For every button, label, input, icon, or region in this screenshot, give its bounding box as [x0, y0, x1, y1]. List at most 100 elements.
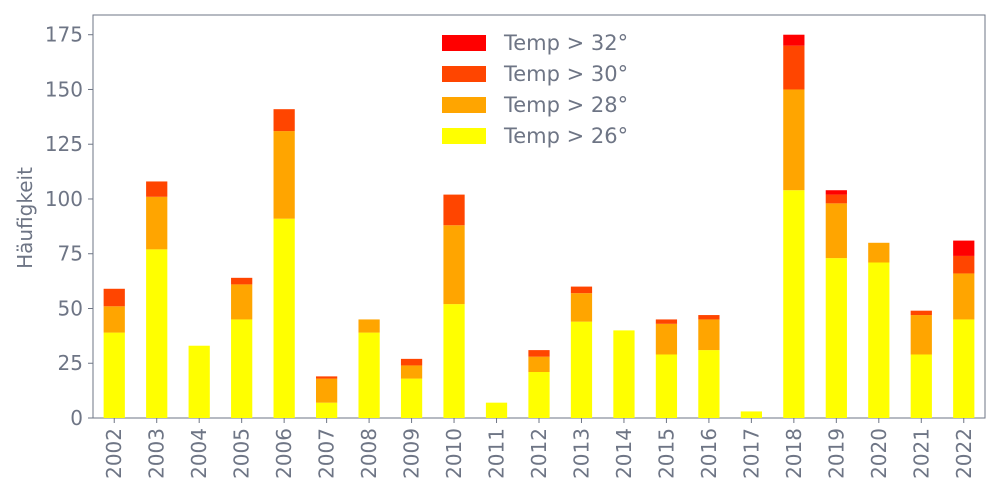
bar-2010-series-1	[443, 225, 465, 305]
bar-2022-series-1	[953, 273, 975, 320]
bar-2007-series-1	[316, 378, 338, 403]
bar-2021-series-2	[910, 310, 932, 316]
bar-2006-series-2	[273, 109, 295, 132]
legend-swatch	[442, 128, 486, 144]
bar-2002-series-1	[103, 306, 125, 333]
bar-2010-series-0	[443, 304, 465, 418]
bar-2003-series-2	[146, 181, 168, 197]
x-tick-label: 2006	[272, 428, 296, 479]
bar-2004-series-0	[188, 345, 210, 418]
bar-2003-series-1	[146, 196, 168, 250]
x-tick-label: 2012	[527, 428, 551, 479]
x-tick-label: 2019	[824, 428, 848, 479]
bar-2014-series-0	[613, 330, 635, 418]
x-tick-label: 2021	[909, 428, 933, 479]
x-tick-label: 2013	[569, 428, 593, 479]
legend-label: Temp > 30°	[503, 62, 628, 86]
legend: Temp > 32° Temp > 30° Temp > 28° Temp > 26°	[442, 31, 628, 148]
bar-2007-series-2	[316, 376, 338, 379]
x-tick-label: 2002	[102, 428, 126, 479]
bars-group	[103, 34, 975, 418]
y-tick-label: 100	[45, 187, 83, 211]
x-tick-label: 2010	[442, 428, 466, 479]
bar-2002-series-0	[103, 332, 125, 418]
bar-2018-series-2	[783, 45, 805, 90]
bar-2021-series-1	[910, 315, 932, 355]
x-tick-label: 2003	[145, 428, 169, 479]
bar-2011-series-0	[485, 402, 508, 418]
y-tick-label: 125	[45, 132, 83, 156]
y-tick-label: 150	[45, 77, 83, 101]
x-tick-label: 2005	[230, 428, 254, 479]
bar-2019-series-1	[825, 203, 847, 259]
bar-2022-series-0	[953, 319, 975, 418]
bar-2017-series-0	[740, 411, 762, 418]
bar-2012-series-1	[528, 356, 550, 373]
bar-2019-series-2	[825, 194, 847, 204]
bar-2015-series-1	[655, 323, 678, 355]
bar-2007-series-0	[316, 402, 338, 418]
bar-2018-series-0	[783, 190, 805, 418]
bar-2008-series-0	[358, 332, 380, 418]
x-tick-label: 2015	[654, 428, 678, 479]
bar-2012-series-2	[528, 350, 550, 357]
bar-2008-series-1	[358, 319, 380, 333]
bar-2022-series-2	[953, 255, 975, 274]
bar-2016-series-1	[698, 319, 720, 351]
x-tick-label: 2004	[187, 428, 211, 479]
legend-swatch	[442, 66, 486, 82]
legend-swatch	[442, 35, 486, 51]
bar-2005-series-0	[231, 319, 253, 418]
bar-2005-series-1	[231, 284, 253, 320]
bar-2019-series-0	[825, 258, 847, 418]
bar-2022-series-3	[953, 240, 975, 256]
y-tick-label: 0	[70, 406, 83, 430]
bar-2009-series-0	[400, 378, 423, 418]
x-tick-label: 2017	[739, 428, 763, 479]
x-tick-label: 2011	[485, 428, 509, 479]
x-axis: 2002 2003 2004 2005 2006 2007 2008 2009 2010 2011…	[102, 418, 976, 479]
bar-2010-series-2	[443, 194, 465, 226]
bar-2016-series-0	[698, 350, 720, 418]
legend-label: Temp > 32°	[503, 31, 628, 55]
y-tick-label: 75	[58, 242, 83, 266]
bar-2013-series-1	[570, 293, 593, 322]
x-tick-label: 2009	[400, 428, 424, 479]
bar-2005-series-2	[231, 277, 253, 285]
bar-2020-series-0	[868, 262, 890, 418]
x-tick-label: 2008	[357, 428, 381, 479]
bar-2013-series-2	[570, 286, 593, 294]
y-tick-label: 175	[45, 23, 83, 47]
y-axis-title: Häufigkeit	[13, 167, 37, 269]
bar-2009-series-2	[400, 358, 423, 366]
bar-2003-series-0	[146, 249, 168, 418]
bar-2018-series-3	[783, 34, 805, 46]
x-tick-label: 2014	[612, 428, 636, 479]
x-tick-label: 2016	[697, 428, 721, 479]
x-tick-label: 2018	[782, 428, 806, 479]
x-tick-label: 2020	[867, 428, 891, 479]
bar-2015-series-0	[655, 354, 678, 418]
bar-2013-series-0	[570, 321, 593, 418]
x-tick-label: 2007	[315, 428, 339, 479]
legend-swatch	[442, 97, 486, 113]
y-tick-label: 50	[58, 296, 83, 320]
bar-2006-series-1	[273, 131, 295, 219]
bar-2018-series-1	[783, 89, 805, 191]
bar-2019-series-3	[825, 190, 847, 195]
bar-2002-series-2	[103, 288, 125, 307]
x-tick-label: 2022	[952, 428, 976, 479]
bar-2012-series-0	[528, 372, 550, 418]
bar-2021-series-0	[910, 354, 932, 418]
y-tick-label: 25	[58, 351, 83, 375]
legend-label: Temp > 28°	[503, 93, 628, 117]
bar-2009-series-1	[400, 365, 423, 379]
bar-2015-series-2	[655, 319, 678, 324]
legend-label: Temp > 26°	[503, 124, 628, 148]
y-axis: 0 25 50 75 100 125 150 175	[45, 23, 93, 430]
bar-2006-series-0	[273, 218, 295, 418]
bar-2020-series-1	[868, 242, 890, 263]
bar-2016-series-2	[698, 315, 720, 320]
